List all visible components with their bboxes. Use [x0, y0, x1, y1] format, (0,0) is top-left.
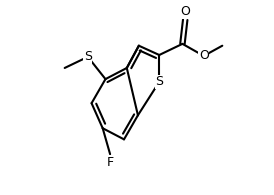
- Text: S: S: [84, 50, 92, 63]
- Text: S: S: [155, 75, 163, 88]
- Text: O: O: [180, 5, 190, 18]
- Text: F: F: [107, 156, 114, 169]
- Text: O: O: [199, 49, 209, 62]
